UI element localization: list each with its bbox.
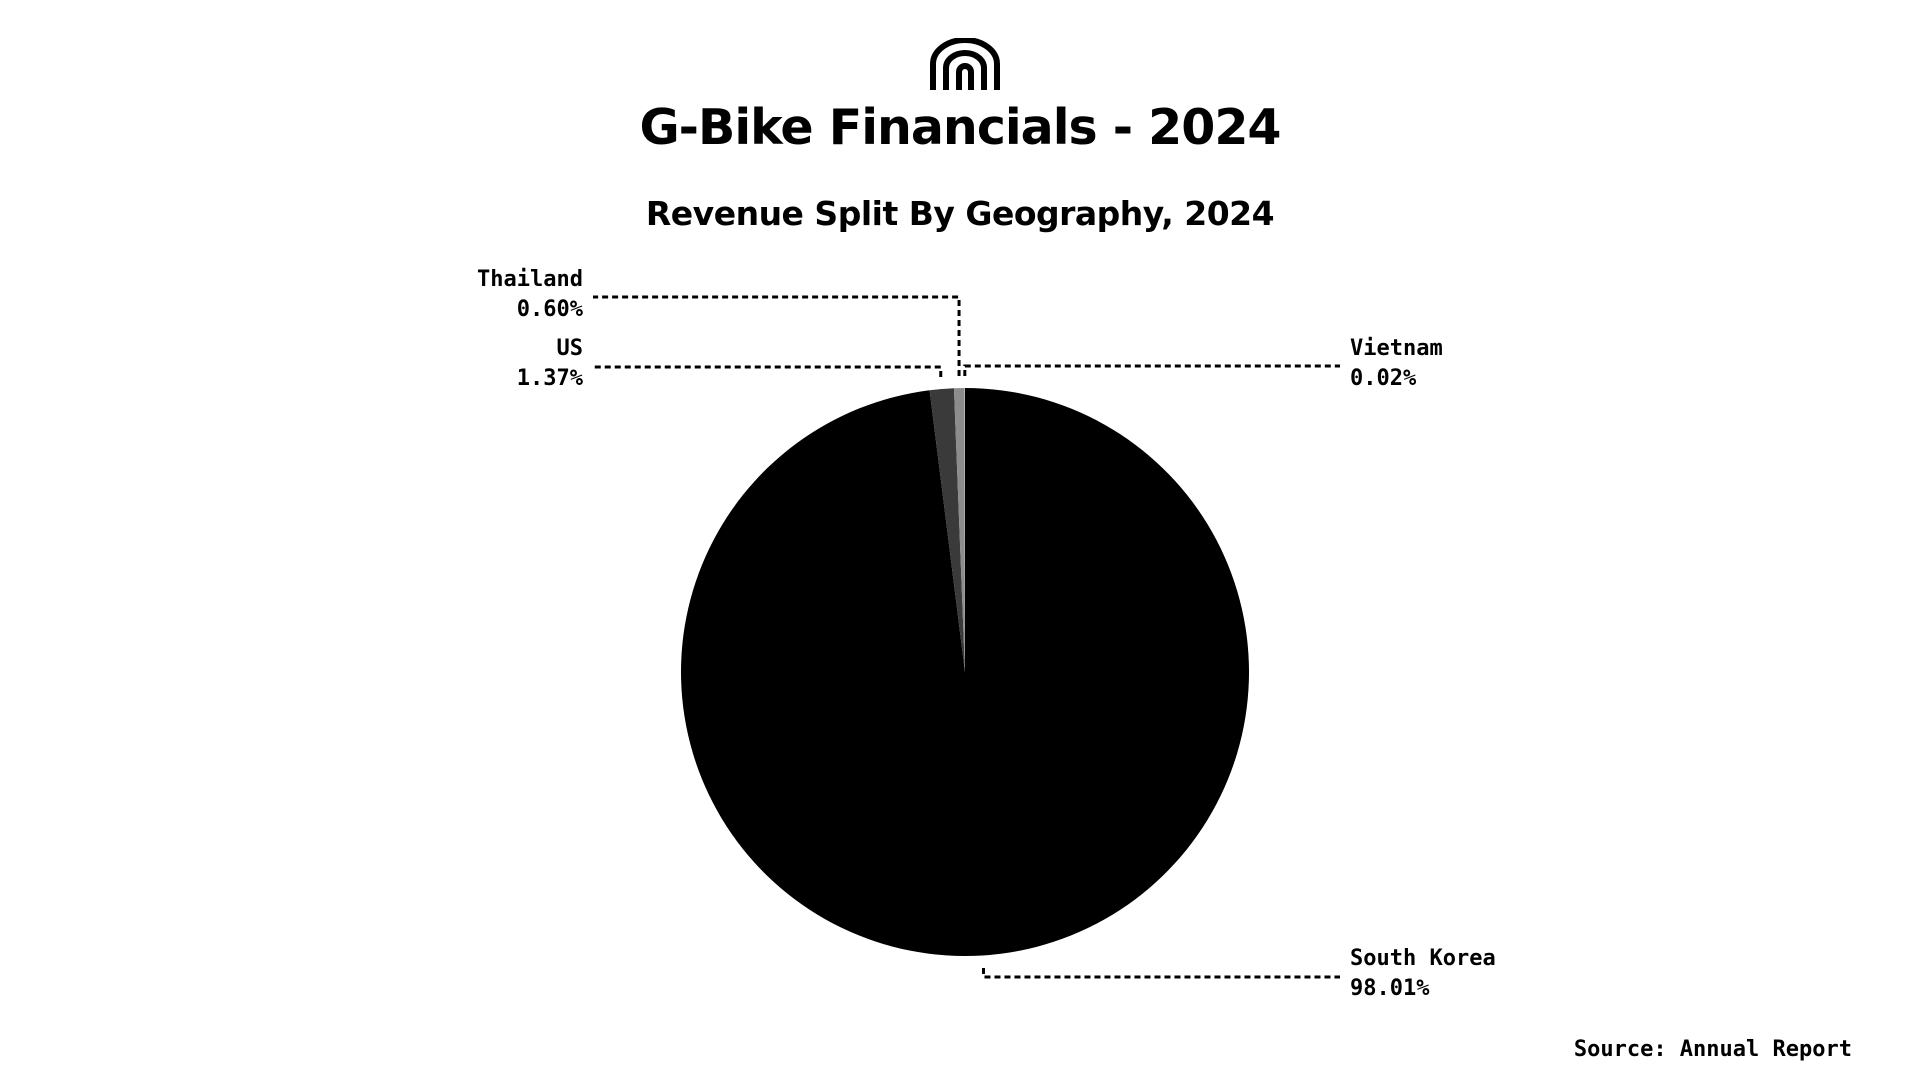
- slice-value-label: 0.60%: [517, 297, 584, 322]
- slice-name-label: South Korea: [1350, 946, 1496, 971]
- source-note: Source: Annual Report: [1573, 1037, 1852, 1062]
- slice-value-label: 98.01%: [1350, 976, 1430, 1001]
- leader-line-vietnam: [963, 364, 1340, 377]
- slice-name-label: US: [557, 336, 584, 361]
- page-title: G-Bike Financials - 2024: [639, 99, 1281, 156]
- slice-labels: South Korea 98.01% US 1.37% Thailand 0.60% Vie…: [477, 267, 1496, 1001]
- chart-title: Revenue Split By Geography, 2024: [645, 194, 1275, 233]
- pie-slices: [680, 388, 1249, 956]
- leader-lines: [593, 295, 1340, 979]
- slice-value-label: 0.02%: [1350, 366, 1417, 391]
- pie-slice-thailand: [953, 388, 965, 672]
- slice-name-label: Vietnam: [1350, 336, 1443, 361]
- slice-name-label: Thailand: [477, 267, 583, 292]
- slice-value-label: 1.37%: [517, 366, 584, 391]
- pie-slice-us: [929, 388, 965, 672]
- leader-line-thailand: [593, 295, 961, 377]
- leader-line-us: [593, 365, 943, 377]
- arches-logo-icon: [930, 38, 1000, 90]
- leader-line-south-korea: [981, 968, 1340, 979]
